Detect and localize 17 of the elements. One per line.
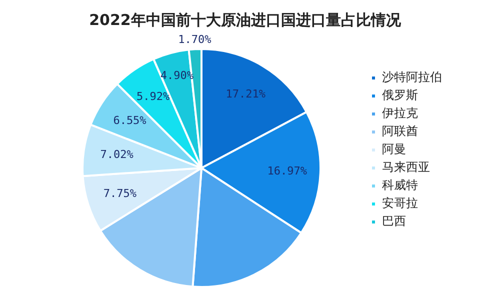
data-label: 7.02% bbox=[100, 148, 134, 161]
legend-label: 马来西亚 bbox=[382, 160, 430, 174]
data-label: 5.92% bbox=[136, 90, 170, 104]
legend-label: 俄罗斯 bbox=[382, 88, 418, 102]
legend-label: 巴西 bbox=[382, 214, 406, 228]
data-label: 1.70% bbox=[178, 33, 212, 46]
data-label: 17.21% bbox=[226, 87, 266, 100]
data-label: 16.97% bbox=[267, 164, 308, 178]
legend-label: 伊拉克 bbox=[382, 106, 418, 120]
legend-label: 阿联酋 bbox=[382, 124, 418, 138]
legend-label: 阿曼 bbox=[382, 142, 406, 156]
chart-title: 2022年中国前十大原油进口国进口量占比情况 bbox=[89, 10, 402, 29]
data-label: 6.55% bbox=[113, 114, 147, 128]
legend-label: 沙特阿拉伯 bbox=[382, 70, 442, 84]
legend-label: 科威特 bbox=[382, 178, 418, 192]
data-label: 7.75% bbox=[103, 187, 137, 200]
legend-label: 安哥拉 bbox=[382, 196, 418, 210]
